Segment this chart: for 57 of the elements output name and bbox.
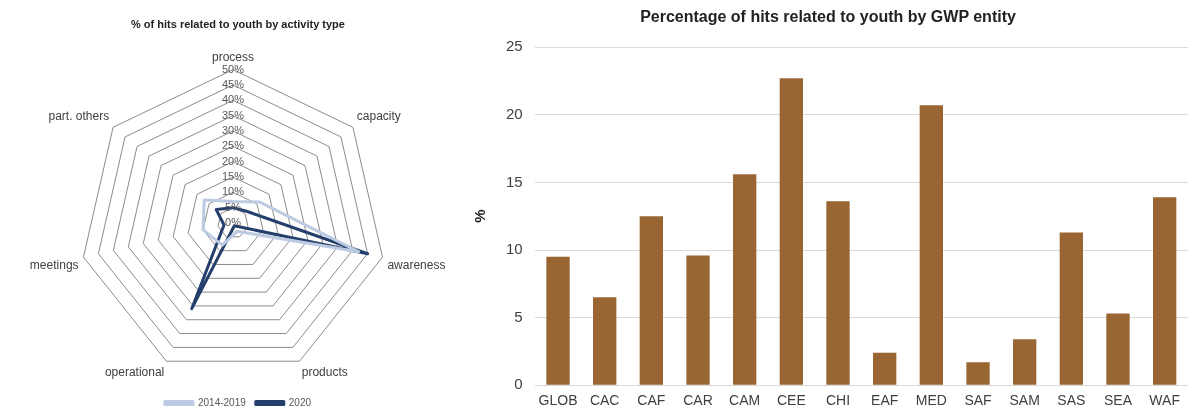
bar	[1106, 313, 1130, 385]
bar	[1153, 197, 1177, 385]
bar	[826, 201, 850, 385]
x-tick-label: CAC	[589, 392, 620, 409]
y-tick-label: 45%	[221, 77, 245, 90]
bar	[546, 256, 570, 385]
spoke-label: process	[211, 49, 255, 64]
spoke-label: awareness	[387, 257, 446, 272]
spoke-label: meetings	[29, 257, 79, 272]
x-tick-label: MED	[915, 392, 947, 409]
x-tick-label: EAF	[871, 392, 899, 409]
x-tick-label: SAM	[1009, 392, 1040, 409]
spoke-label: operational	[104, 365, 165, 380]
bar	[639, 216, 664, 385]
bar	[966, 362, 990, 385]
bar	[593, 297, 617, 385]
x-tick-label: SEA	[1103, 392, 1133, 409]
x-tick-label: SAF	[964, 392, 992, 409]
chart-title: Percentage of hits related to youth by GWP entity	[640, 8, 1016, 26]
bar	[686, 255, 710, 385]
y-tick-label: 15	[506, 172, 523, 190]
x-tick-label: WAF	[1149, 392, 1180, 409]
y-tick-label: 40%	[221, 93, 245, 106]
y-axis-title: %	[471, 209, 489, 223]
x-tick-label: CAF	[637, 392, 666, 409]
bar	[779, 78, 804, 385]
spoke-label: products	[301, 365, 348, 380]
x-tick-label: SAS	[1057, 392, 1086, 409]
y-tick-label: 10	[506, 240, 523, 258]
y-tick-label: 10%	[221, 185, 245, 198]
y-tick-label: 25%	[221, 139, 245, 152]
y-tick-label: 5	[514, 307, 523, 325]
y-tick-label: 35%	[221, 108, 245, 121]
y-tick-label: 5%	[225, 200, 242, 213]
x-tick-label: CAR	[683, 392, 713, 409]
y-tick-label: 20%	[221, 154, 245, 167]
x-tick-label: CAM	[729, 392, 761, 409]
y-tick-label: 20	[506, 104, 523, 122]
y-tick-label: 0%	[225, 216, 242, 229]
x-tick-label: GLOB	[538, 392, 578, 409]
legend-label: 2020	[288, 396, 312, 408]
y-tick-label: 0	[514, 375, 523, 393]
bar	[1059, 232, 1083, 385]
x-tick-label: CEE	[776, 392, 806, 409]
bar	[733, 174, 757, 385]
y-tick-label: 50%	[221, 62, 245, 75]
y-tick-label: 30%	[221, 123, 245, 136]
bar	[873, 352, 897, 385]
legend-label: 2014-2019	[197, 396, 247, 408]
bar	[1013, 339, 1037, 385]
spoke-label: part. others	[48, 109, 110, 124]
bar	[919, 105, 944, 385]
y-tick-label: 25	[506, 37, 523, 55]
spoke-label: capacity	[356, 109, 401, 124]
x-tick-label: CHI	[825, 392, 851, 409]
chart-title: % of hits related to youth by activity type	[131, 17, 345, 30]
y-tick-label: 15%	[221, 170, 245, 183]
